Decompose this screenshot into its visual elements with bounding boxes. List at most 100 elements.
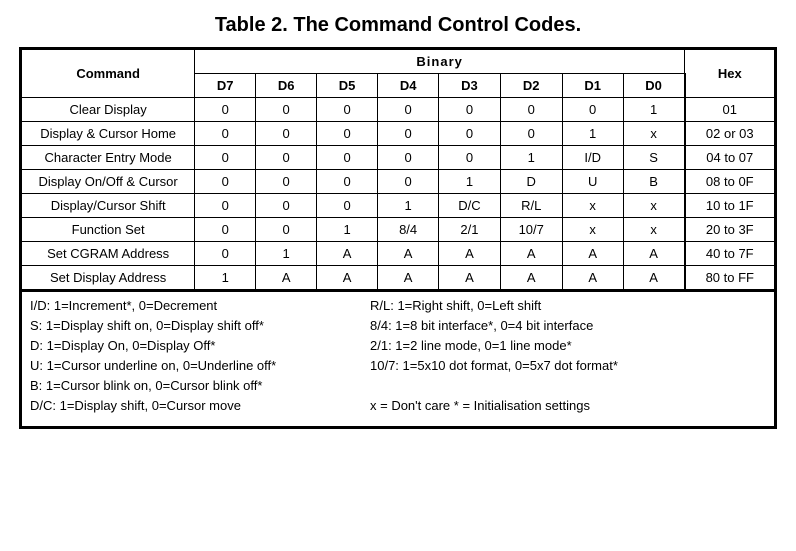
bit-cell: 0 [256, 146, 317, 170]
bit-cell: 1 [562, 122, 623, 146]
bit-cell: S [623, 146, 684, 170]
hex-cell: 10 to 1F [685, 194, 776, 218]
command-codes-table: Command Binary Hex D7 D6 D5 D4 D3 D2 D1 … [19, 47, 777, 292]
bit-cell: 0 [317, 170, 378, 194]
bit-cell: x [562, 218, 623, 242]
bit-cell: D/C [439, 194, 501, 218]
bit-cell: A [500, 242, 562, 266]
command-cell: Display/Cursor Shift [21, 194, 195, 218]
legend-row: D/C: 1=Display shift, 0=Cursor movex = D… [30, 398, 766, 413]
bit-cell: 0 [439, 122, 501, 146]
table-row: Clear Display0000000101 [21, 98, 776, 122]
header-d3: D3 [439, 74, 501, 98]
header-d5: D5 [317, 74, 378, 98]
command-cell: Set CGRAM Address [21, 242, 195, 266]
bit-cell: I/D [562, 146, 623, 170]
bit-cell: A [562, 266, 623, 291]
bit-cell: 1 [378, 194, 439, 218]
bit-cell: x [623, 122, 684, 146]
legend-text: R/L: 1=Right shift, 0=Left shift [370, 298, 766, 313]
legend-text: D/C: 1=Display shift, 0=Cursor move [30, 398, 370, 413]
command-cell: Character Entry Mode [21, 146, 195, 170]
bit-cell: 0 [195, 242, 256, 266]
legend-text: 10/7: 1=5x10 dot format, 0=5x7 dot forma… [370, 358, 766, 373]
bit-cell: 0 [256, 194, 317, 218]
hex-cell: 04 to 07 [685, 146, 776, 170]
header-d6: D6 [256, 74, 317, 98]
bit-cell: A [378, 242, 439, 266]
bit-cell: 1 [500, 146, 562, 170]
legend-text: D: 1=Display On, 0=Display Off* [30, 338, 370, 353]
bit-cell: 0 [378, 98, 439, 122]
bit-cell: 0 [195, 122, 256, 146]
bit-cell: 0 [256, 122, 317, 146]
command-cell: Clear Display [21, 98, 195, 122]
bit-cell: x [623, 194, 684, 218]
bit-cell: x [623, 218, 684, 242]
legend-text: 8/4: 1=8 bit interface*, 0=4 bit interfa… [370, 318, 766, 333]
header-hex: Hex [685, 49, 776, 98]
legend-text: I/D: 1=Increment*, 0=Decrement [30, 298, 370, 313]
hex-cell: 40 to 7F [685, 242, 776, 266]
bit-cell: A [500, 266, 562, 291]
legend-box: I/D: 1=Increment*, 0=DecrementR/L: 1=Rig… [19, 292, 777, 429]
command-cell: Function Set [21, 218, 195, 242]
table-title: Table 2. The Command Control Codes. [10, 14, 786, 37]
bit-cell: 0 [439, 98, 501, 122]
hex-cell: 02 or 03 [685, 122, 776, 146]
table-row: Display On/Off & Cursor00001DUB08 to 0F [21, 170, 776, 194]
hex-cell: 80 to FF [685, 266, 776, 291]
legend-text: B: 1=Cursor blink on, 0=Cursor blink off… [30, 378, 370, 393]
table-row: Set CGRAM Address01AAAAAA40 to 7F [21, 242, 776, 266]
bit-cell: A [378, 266, 439, 291]
header-d0: D0 [623, 74, 684, 98]
bit-cell: 10/7 [500, 218, 562, 242]
bit-cell: 1 [256, 242, 317, 266]
bit-cell: 0 [317, 122, 378, 146]
bit-cell: 0 [378, 122, 439, 146]
header-d1: D1 [562, 74, 623, 98]
bit-cell: 0 [317, 98, 378, 122]
table-row: Display/Cursor Shift0001D/CR/Lxx10 to 1F [21, 194, 776, 218]
bit-cell: B [623, 170, 684, 194]
legend-row: S: 1=Display shift on, 0=Display shift o… [30, 318, 766, 333]
bit-cell: 0 [256, 170, 317, 194]
bit-cell: A [623, 242, 684, 266]
table-row: Function Set0018/42/110/7xx20 to 3F [21, 218, 776, 242]
bit-cell: 0 [195, 98, 256, 122]
bit-cell: U [562, 170, 623, 194]
header-d4: D4 [378, 74, 439, 98]
legend-text [370, 378, 766, 393]
bit-cell: 0 [256, 98, 317, 122]
bit-cell: 0 [256, 218, 317, 242]
bit-cell: 1 [317, 218, 378, 242]
legend-text: x = Don't care * = Initialisation settin… [370, 398, 766, 413]
bit-cell: 1 [623, 98, 684, 122]
command-cell: Set Display Address [21, 266, 195, 291]
bit-cell: A [562, 242, 623, 266]
legend-row: I/D: 1=Increment*, 0=DecrementR/L: 1=Rig… [30, 298, 766, 313]
bit-cell: A [317, 242, 378, 266]
bit-cell: D [500, 170, 562, 194]
header-d7: D7 [195, 74, 256, 98]
hex-cell: 08 to 0F [685, 170, 776, 194]
bit-cell: 2/1 [439, 218, 501, 242]
legend-text: S: 1=Display shift on, 0=Display shift o… [30, 318, 370, 333]
bit-cell: x [562, 194, 623, 218]
hex-cell: 01 [685, 98, 776, 122]
bit-cell: 0 [317, 146, 378, 170]
bit-cell: A [256, 266, 317, 291]
bit-cell: 0 [378, 170, 439, 194]
bit-cell: 0 [500, 122, 562, 146]
bit-cell: 1 [195, 266, 256, 291]
header-d2: D2 [500, 74, 562, 98]
table-row: Set Display Address1AAAAAAA80 to FF [21, 266, 776, 291]
bit-cell: R/L [500, 194, 562, 218]
command-cell: Display On/Off & Cursor [21, 170, 195, 194]
hex-cell: 20 to 3F [685, 218, 776, 242]
bit-cell: A [439, 242, 501, 266]
bit-cell: 0 [317, 194, 378, 218]
table-row: Character Entry Mode000001I/DS04 to 07 [21, 146, 776, 170]
bit-cell: 0 [500, 98, 562, 122]
legend-text: 2/1: 1=2 line mode, 0=1 line mode* [370, 338, 766, 353]
